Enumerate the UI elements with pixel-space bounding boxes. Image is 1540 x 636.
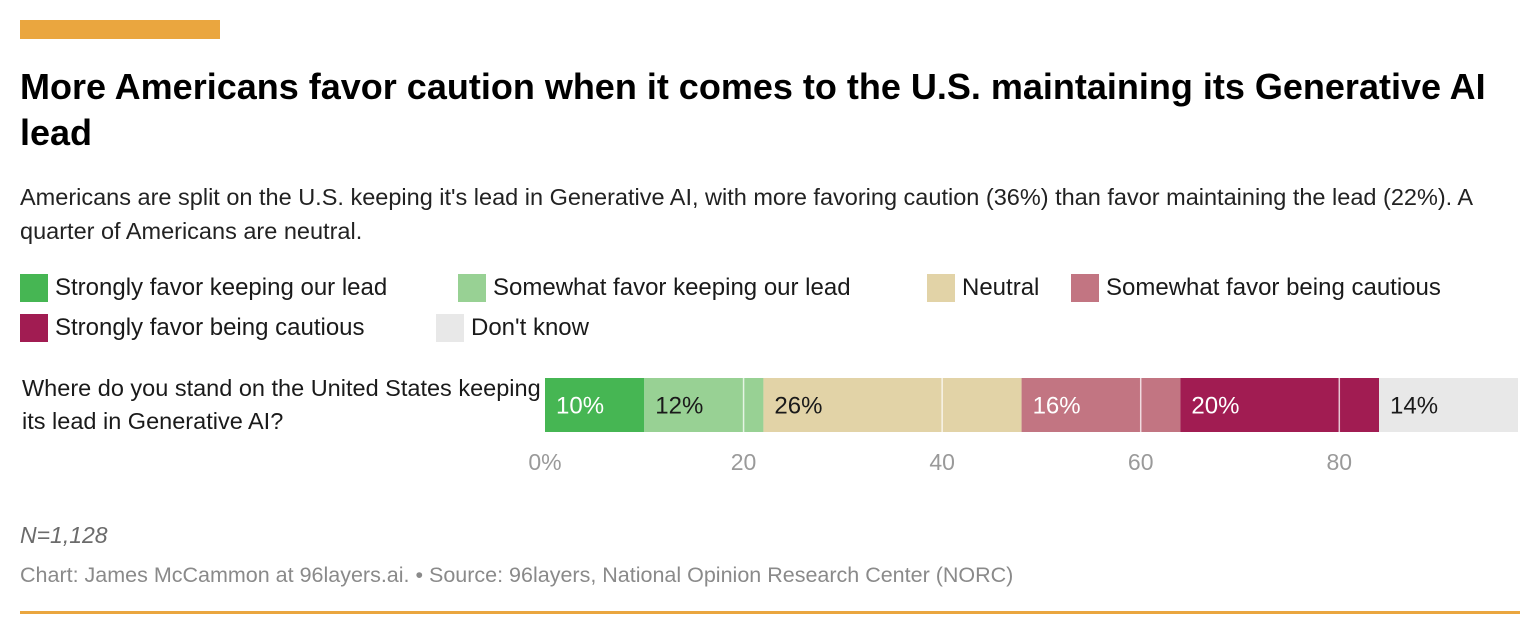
bar-segment xyxy=(1180,378,1379,432)
top-accent-bar xyxy=(20,20,220,39)
sample-size-note: N=1,128 xyxy=(20,522,108,548)
legend-label: Strongly favor keeping our lead xyxy=(55,274,388,301)
legend-item-strongly-favor-cautious: Strongly favor being cautious xyxy=(20,313,365,343)
legend-swatch xyxy=(436,314,464,342)
legend-label: Somewhat favor keeping our lead xyxy=(493,274,851,301)
legend-item-strongly-favor-lead: Strongly favor keeping our lead xyxy=(20,273,387,303)
legend-swatch xyxy=(20,274,48,302)
data-label: 16% xyxy=(1033,393,1081,420)
x-tick-label: 80 xyxy=(1326,449,1352,475)
legend: Strongly favor keeping our lead Somewhat… xyxy=(20,270,1525,350)
data-label: 12% xyxy=(655,393,703,420)
bar-segment xyxy=(1379,378,1518,432)
x-tick-label: 20 xyxy=(731,449,757,475)
legend-swatch xyxy=(1071,274,1099,302)
chart-title: More Americans favor caution when it com… xyxy=(20,66,1486,153)
legend-label: Don't know xyxy=(471,314,589,341)
legend-item-somewhat-favor-cautious: Somewhat favor being cautious xyxy=(1071,273,1441,303)
stacked-bar-chart: 10% 12% 26% 16% 20% 14% 0% 20 40 60 80 xyxy=(528,378,1518,475)
legend-label: Somewhat favor being cautious xyxy=(1106,274,1441,301)
bar-segment xyxy=(763,378,1022,432)
legend-item-neutral: Neutral xyxy=(927,273,1039,303)
legend-swatch xyxy=(458,274,486,302)
legend-swatch xyxy=(20,314,48,342)
legend-label: Strongly favor being cautious xyxy=(55,314,365,341)
data-label: 20% xyxy=(1191,393,1239,420)
category-label: Where do you stand on the United States … xyxy=(22,375,541,434)
x-tick-label: 0% xyxy=(528,449,561,475)
source-credit: Chart: James McCammon at 96layers.ai. • … xyxy=(20,563,1014,587)
bar-segment xyxy=(1021,378,1181,432)
legend-item-somewhat-favor-lead: Somewhat favor keeping our lead xyxy=(458,273,851,303)
data-label: 10% xyxy=(556,393,604,420)
data-label: 14% xyxy=(1390,393,1438,420)
legend-swatch xyxy=(927,274,955,302)
chart-subtitle: Americans are split on the U.S. keeping … xyxy=(20,184,1472,244)
bottom-accent-bar xyxy=(20,611,1520,614)
legend-item-dont-know: Don't know xyxy=(436,313,589,343)
bar-segment xyxy=(545,378,645,432)
x-tick-label: 60 xyxy=(1128,449,1154,475)
data-label: 26% xyxy=(774,393,822,420)
legend-label: Neutral xyxy=(962,274,1040,301)
x-tick-label: 40 xyxy=(929,449,955,475)
